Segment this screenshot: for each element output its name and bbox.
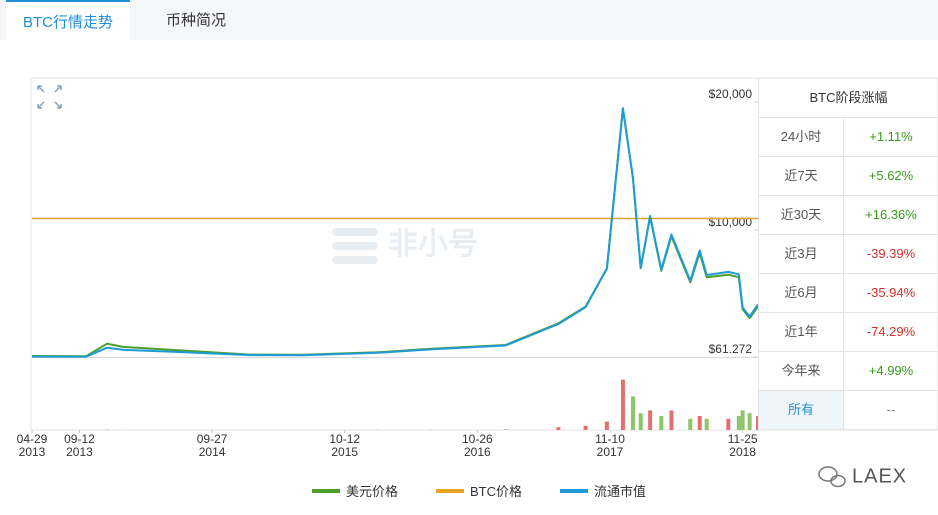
legend: 美元价格 BTC价格 流通市值 [0,481,938,500]
stats-row: 近1年 -74.29% [759,313,938,352]
stats-change: +16.36% [865,207,917,222]
legend-label: BTC价格 [469,484,522,499]
volume-bar [697,416,702,430]
volume-bar [747,413,752,430]
stats-change: -74.29% [866,324,916,339]
stats-period[interactable]: 所有 [759,391,844,429]
volume-bar [669,410,674,430]
stats-period: 近30天 [759,196,844,234]
stats-row: 近30天 +16.36% [759,196,938,235]
stats-title: BTC阶段涨幅 [759,78,938,118]
legend-label: 流通市值 [594,484,647,499]
chart-frame [30,77,938,431]
legend-swatch [560,488,588,493]
x-tick-label: 11-25 2018 [727,432,758,459]
stats-row: 近7天 +5.62% [759,157,938,196]
stats-row: 今年来 +4.99% [759,352,938,391]
series-line [31,107,759,358]
stats-change: -35.94% [866,285,916,300]
expand-icon[interactable] [37,85,62,109]
legend-item[interactable]: BTC价格 [435,481,522,500]
volume-bar [583,425,588,430]
x-tick-label: 10-26 2016 [462,432,493,459]
legend-item[interactable]: 流通市值 [560,481,646,500]
stats-period: 今年来 [759,352,844,390]
stats-row: 近6月 -35.94% [759,274,938,313]
volume-bar [604,421,609,430]
volume-bar [736,416,741,430]
stats-table: BTC阶段涨幅 24小时 +1.11% 近7天 +5.62% 近30天 +16.36% 近3… [758,78,938,430]
tab[interactable]: 币种简况 [165,12,226,29]
x-tick-label: 11-10 2017 [595,432,625,459]
x-tick-label: 04-29 2013 [16,432,48,459]
legend-swatch [311,488,340,493]
volume-bar [726,418,731,430]
stats-change: +4.99% [868,363,914,378]
volume-bar [740,410,745,430]
stats-period: 近1年 [759,313,844,351]
wechat-icon [818,466,846,488]
volume-bar [648,410,653,430]
watermark-logo [332,228,378,264]
plot: $20,000 $10,000 $61.272 [30,87,760,433]
watermark: 非小号 [388,228,478,261]
volume-bar [620,379,625,430]
volume-bar [638,413,643,430]
stats-row: 所有 -- [759,391,938,430]
stats-period: 近7天 [759,157,844,195]
y-tick-label: $10,000 [709,215,753,229]
stats-period: 近3月 [759,235,844,273]
volume-bar [659,416,664,430]
stats-row: 近3月 -39.39% [759,235,938,274]
y-tick-label: $61.272 [709,342,753,356]
legend-item[interactable]: 美元价格 [311,481,398,500]
x-tick-label: 10-12 2015 [329,432,361,459]
tab[interactable]: BTC行情走势 [6,0,130,40]
x-tick-label: 09-12 2013 [64,432,95,459]
volume-bar [688,418,693,430]
volume-bar [503,429,508,430]
tab-bar: BTC行情走势 币种简况 [0,0,938,40]
stats-period: 24小时 [759,118,844,156]
stats-change: -39.39% [866,246,916,261]
volume-bar [631,396,636,430]
stats-change: -- [886,402,896,417]
legend-swatch [435,488,464,493]
stats-change: +5.62% [868,168,914,183]
brand: LAEX [852,465,907,487]
stats-period: 近6月 [759,274,844,312]
stats-change: +1.11% [869,129,913,144]
legend-label: 美元价格 [345,484,398,499]
volume-bar [704,418,709,430]
stats-row: 24小时 +1.11% [759,118,938,157]
y-tick-label: $20,000 [709,87,753,101]
volume-bar [556,427,561,430]
x-tick-label: 09-27 2014 [196,432,228,459]
